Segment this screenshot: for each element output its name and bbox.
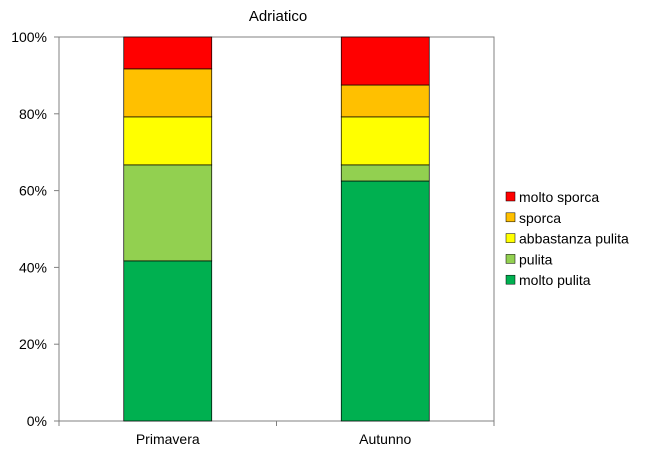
legend-swatch [505, 274, 516, 285]
bar-segment-molto-sporca [340, 36, 430, 86]
bar-segment-pulita [340, 164, 430, 182]
y-tick-label: 40% [19, 259, 47, 275]
legend-label: molto sporca [519, 189, 599, 205]
legend-swatch [505, 212, 516, 223]
bar-segment-molto-pulita [123, 260, 213, 422]
bar-segment-abbastanza-pulita [340, 116, 430, 166]
bar-segment-abbastanza-pulita [123, 116, 213, 166]
legend-label: abbastanza pulita [519, 231, 629, 247]
plot-area: 0% 20% 40% 60% 80% 100% Primavera Autunno [11, 29, 495, 447]
bar-segment-sporca [340, 84, 430, 118]
chart-title: Adriatico [249, 8, 307, 25]
bar-segment-molto-pulita [340, 180, 430, 422]
legend-swatch [505, 233, 516, 243]
y-tick-label: 60% [19, 183, 47, 199]
legend-label: sporca [519, 210, 561, 226]
legend-swatch [505, 191, 516, 202]
legend-label: pulita [519, 251, 553, 267]
legend: molto sporca sporca abbastanza pulita pulit… [505, 189, 629, 288]
y-tick-label: 0% [27, 413, 47, 429]
y-tick-label: 80% [19, 106, 47, 122]
legend-label: molto pulita [519, 272, 591, 288]
legend-swatch [505, 254, 516, 264]
bar-segment-molto-sporca [123, 36, 213, 70]
x-category-label: Autunno [359, 431, 411, 447]
y-tick-label: 20% [19, 336, 47, 352]
y-tick-label: 100% [11, 29, 47, 45]
bar-segment-sporca [123, 68, 213, 118]
x-category-label: Primavera [136, 431, 200, 447]
bar-segment-pulita [123, 164, 213, 262]
